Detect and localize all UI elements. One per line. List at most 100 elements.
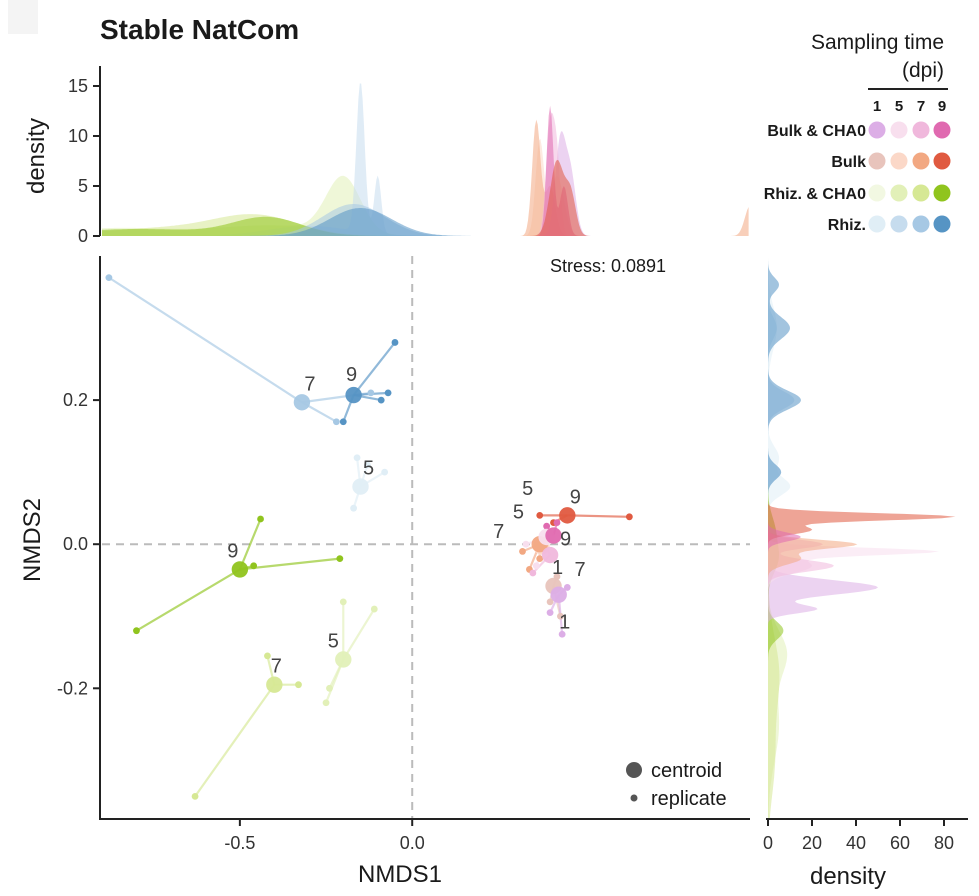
centroid-label: 1 [559, 612, 570, 634]
replicate-point [522, 540, 530, 548]
replicate-point [264, 652, 271, 660]
legend-group-label: Bulk & CHA0 [767, 123, 866, 140]
centroid-label: 9 [227, 540, 238, 562]
centroid-point [231, 561, 249, 578]
replicate-point [105, 274, 113, 282]
main-y-tick-label: -0.2 [57, 678, 88, 698]
centroid-label: 5 [363, 458, 374, 480]
replicate-point [339, 598, 347, 606]
replicate-point [339, 418, 347, 426]
legend-time-label: 5 [895, 98, 903, 115]
legend-group-label: Rhiz. [828, 217, 866, 234]
centroid-label: 7 [493, 521, 504, 543]
centroid-label: 5 [513, 501, 524, 523]
replicate-point [558, 630, 566, 638]
legend-swatch [933, 184, 951, 202]
top-density-curves [102, 83, 749, 237]
right-density-curve [768, 257, 801, 818]
replicate-point [529, 569, 537, 577]
centroid-label: 5 [328, 630, 339, 652]
replicate-point [133, 627, 140, 635]
replicate-point [332, 418, 340, 426]
right-density-tick-label: 40 [846, 833, 866, 853]
centroid-label: 9 [560, 529, 571, 551]
replicate-point [519, 548, 526, 555]
replicate-size-legend-icon [630, 794, 638, 802]
main-y-tick-label: 0.2 [63, 390, 88, 410]
replicate-point [536, 555, 544, 563]
right-density-tick-label: 60 [890, 833, 910, 853]
replicate-segment [238, 518, 262, 570]
right-density-ticks: 0 20 40 60 80 [763, 819, 954, 853]
legend-swatch [868, 215, 886, 233]
legend-title-line2: (dpi) [902, 59, 944, 82]
top-density-ylabel: density [23, 118, 50, 194]
centroid-label: 7 [271, 656, 282, 678]
legend-group-label: Rhiz. & CHA0 [764, 186, 866, 203]
replicate-size-legend-label: replicate [651, 788, 727, 810]
main-xlabel: NMDS1 [358, 861, 442, 888]
main-y-tick-label: 0.0 [63, 534, 88, 554]
main-x-tick-label: 0.0 [400, 833, 425, 853]
replicate-segment [342, 608, 376, 661]
top-density-curve [102, 119, 749, 236]
top-density-tick-label: 0 [78, 226, 88, 246]
top-density-curve [102, 83, 749, 237]
right-density-tick-label: 20 [802, 833, 822, 853]
replicate-point [295, 681, 302, 689]
replicate-point [553, 519, 561, 526]
replicate-segment [108, 276, 303, 404]
replicate-point [322, 699, 330, 707]
legend-time-label: 1 [873, 98, 881, 115]
replicate-point [543, 522, 551, 530]
centroid-point [266, 676, 283, 693]
centroid-label: 9 [346, 364, 357, 386]
replicate-point [191, 792, 199, 800]
centroid-point [335, 651, 352, 668]
legend-time-label: 7 [917, 98, 925, 115]
main-ylabel: NMDS2 [19, 498, 46, 582]
right-density-curves [768, 257, 956, 818]
legend-swatch [912, 121, 930, 139]
centroid-point [352, 478, 369, 495]
replicate-point [557, 612, 564, 620]
legend-swatch [933, 121, 951, 139]
centroid-point [541, 546, 559, 564]
legend-rows: Bulk & CHA0 Bulk Rhiz. & CHA0 Rhiz. [764, 121, 951, 234]
replicate-point [625, 513, 633, 521]
centroid-size-legend-label: centroid [651, 760, 722, 782]
legend-title-line1: Sampling time [811, 31, 944, 54]
centroid-label: 5 [522, 478, 533, 500]
replicate-segment [567, 514, 630, 518]
right-density-xlabel: density [810, 863, 886, 890]
centroid-label: 1 [552, 557, 563, 579]
legend-swatch [890, 152, 908, 170]
centroid-label: 7 [304, 373, 315, 395]
top-density-tick-label: 5 [78, 176, 88, 196]
top-density-curve [102, 131, 749, 236]
centroid-size-legend-icon [626, 762, 642, 778]
legend-swatch [933, 152, 951, 170]
replicate-point [364, 461, 371, 469]
replicate-point [381, 468, 389, 476]
right-density-tick-label: 0 [763, 833, 773, 853]
legend-swatch [912, 152, 930, 170]
replicate-point [336, 555, 344, 563]
replicate-point [257, 515, 264, 523]
replicate-point [563, 584, 571, 591]
centroid-point [345, 386, 362, 404]
legend-swatch [912, 215, 930, 233]
top-density-curve [102, 105, 749, 236]
chart-title: Stable NatCom [100, 14, 299, 45]
centroid-point [559, 507, 576, 524]
centroid-point [550, 586, 567, 603]
top-density-ticks: 0 5 10 15 [68, 76, 100, 246]
legend-swatch [933, 215, 951, 233]
replicate-point [350, 504, 358, 512]
main-x-tick-label: -0.5 [224, 833, 255, 853]
legend-swatch [912, 184, 930, 202]
